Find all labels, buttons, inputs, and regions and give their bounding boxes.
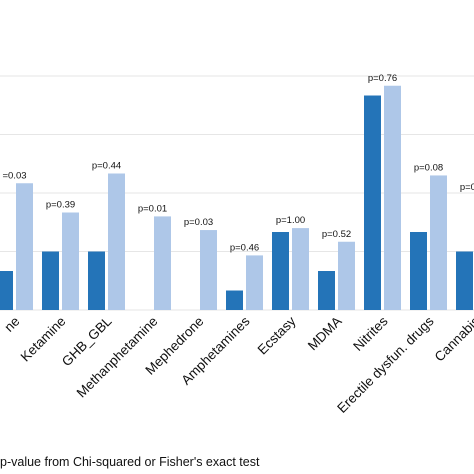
bar-light <box>338 241 355 310</box>
bar-dark <box>226 290 243 310</box>
category-labels: neKetamineGHB_GBLMethanphetamineMephedro… <box>1 313 474 416</box>
p-value-label: p=0.08 <box>414 162 443 173</box>
bar-light <box>62 212 79 310</box>
bar-dark <box>364 95 381 310</box>
category-label: MDMA <box>305 314 345 354</box>
category-label: Cannabis <box>432 313 474 364</box>
bar-dark <box>318 271 335 310</box>
bar-light <box>154 216 171 310</box>
p-value-label: p=0.01 <box>138 203 167 214</box>
bar-dark <box>42 251 59 310</box>
p-value-label: p=0.44 <box>92 161 121 172</box>
footnote: p-value from Chi-squared or Fisher's exa… <box>0 455 260 469</box>
bar-light <box>292 228 309 310</box>
bar-light <box>200 230 217 310</box>
category-label: Ecstasy <box>255 313 299 357</box>
p-value-label: p=0.76 <box>368 73 397 84</box>
p-value-label: p=0.15 <box>460 182 474 193</box>
bar-light <box>246 255 263 310</box>
bar-light <box>16 183 33 310</box>
p-value-label: p=0.39 <box>46 200 75 211</box>
bar-light <box>430 175 447 310</box>
category-label: Nitrites <box>350 313 390 353</box>
p-value-label: =0.03 <box>2 170 26 181</box>
bar-light <box>108 173 125 310</box>
category-label: Methanphetamine <box>74 314 161 401</box>
p-value-label: p=0.46 <box>230 242 259 253</box>
p-value-label: p=1.00 <box>276 215 305 226</box>
bar-dark <box>88 251 105 310</box>
p-value-label: p=0.52 <box>322 229 351 240</box>
bars <box>0 85 473 310</box>
category-label: ne <box>1 314 22 335</box>
bar-dark <box>410 232 427 310</box>
bar-dark <box>272 232 289 310</box>
p-value-label: p=0.03 <box>184 217 213 228</box>
bar-dark <box>0 271 13 310</box>
p-value-labels: =0.03 p=0.39 p=0.44 p=0.01 p=0.03 p=0.46 p=1.0… <box>2 73 474 254</box>
bar-light <box>384 85 401 310</box>
bar-dark <box>456 251 473 310</box>
